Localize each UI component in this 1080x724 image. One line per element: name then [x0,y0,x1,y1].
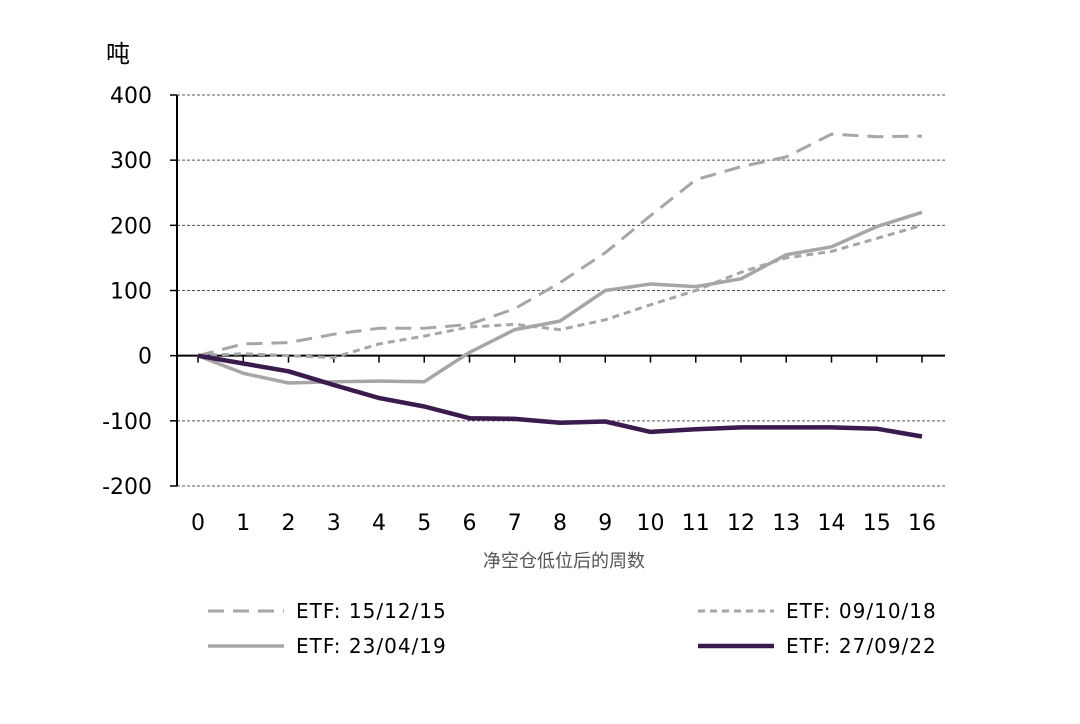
series-line-4 [197,353,923,439]
legend: ETF: 15/12/15 ETF: 09/10/18 ETF: 23/04/19 E… [208,599,937,658]
x-tick-label: 12 [727,511,755,536]
legend-label-4: ETF: 27/09/22 [786,634,937,658]
y-tick-label: -100 [102,410,152,435]
x-tick-label: 3 [327,511,341,536]
x-tick-label: 0 [191,511,205,536]
x-tick-label: 6 [463,511,477,536]
x-tick-labels: 0 1 2 3 4 5 6 7 8 9 10 11 12 13 14 15 16 [191,511,936,536]
x-tick-label: 15 [863,511,891,536]
x-tick-label: 16 [908,511,936,536]
series-line-1 [197,132,923,358]
x-axis-title: 净空仓低位后的周数 [483,551,645,572]
series-line-2 [197,223,923,360]
x-tick-label: 10 [637,511,665,536]
x-tick-label: 13 [772,511,800,536]
y-tick-label: 0 [138,345,152,370]
x-tick-label: 1 [236,511,250,536]
gridlines [177,94,945,487]
x-tick-label: 8 [553,511,567,536]
x-tick-label: 7 [508,511,522,536]
y-tick-label: 100 [110,280,152,305]
x-tick-label: 9 [598,511,612,536]
y-tick-label: 200 [110,214,152,239]
axes [170,94,945,487]
legend-label-2: ETF: 09/10/18 [786,599,937,623]
x-tick-label: 14 [818,511,846,536]
x-tick-label: 4 [372,511,386,536]
y-axis-unit: 吨 [106,40,130,68]
legend-label-1: ETF: 15/12/15 [296,599,447,623]
x-tick-label: 5 [417,511,431,536]
y-tick-label: -200 [102,475,152,500]
y-tick-labels: 400 300 200 100 0 -100 -200 [102,84,152,500]
y-tick-label: 400 [110,84,152,109]
x-tick-label: 11 [682,511,710,536]
y-tick-label: 300 [110,149,152,174]
legend-label-3: ETF: 23/04/19 [296,634,447,658]
x-tick-label: 2 [282,511,296,536]
series-lines [197,132,923,439]
